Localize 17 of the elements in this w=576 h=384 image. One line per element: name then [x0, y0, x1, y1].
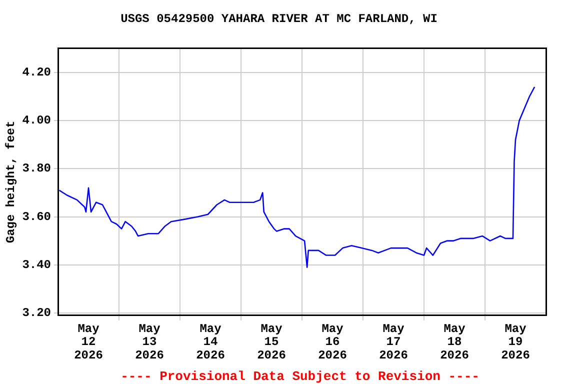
y-tick-label: 3.80 [22, 162, 51, 176]
chart-title: USGS 05429500 YAHARA RIVER AT MC FARLAND, WI [120, 12, 438, 26]
x-tick-label: May 15 2026 [257, 322, 286, 362]
y-tick-label: 3.40 [22, 258, 51, 272]
text: ---- Provisional Data Subject to Revision ---- [120, 369, 480, 384]
y-tick-label: 3.20 [22, 306, 51, 320]
x-tick-label: May 17 2026 [379, 322, 408, 362]
y-axis-title: Gage height, feet [4, 120, 18, 244]
y-tick-label: 4.20 [22, 65, 51, 80]
y-tick-label: 3.60 [22, 210, 51, 224]
x-tick-label: May 16 2026 [318, 322, 347, 362]
y-tick-label: 4.00 [22, 114, 51, 128]
x-tick-label: May 12 2026 [74, 322, 103, 362]
x-tick-label: May 14 2026 [196, 322, 225, 362]
x-tick-label: May 13 2026 [135, 322, 164, 362]
x-tick-label: May 19 2026 [501, 322, 530, 362]
x-tick-label: May 18 2026 [440, 322, 469, 362]
